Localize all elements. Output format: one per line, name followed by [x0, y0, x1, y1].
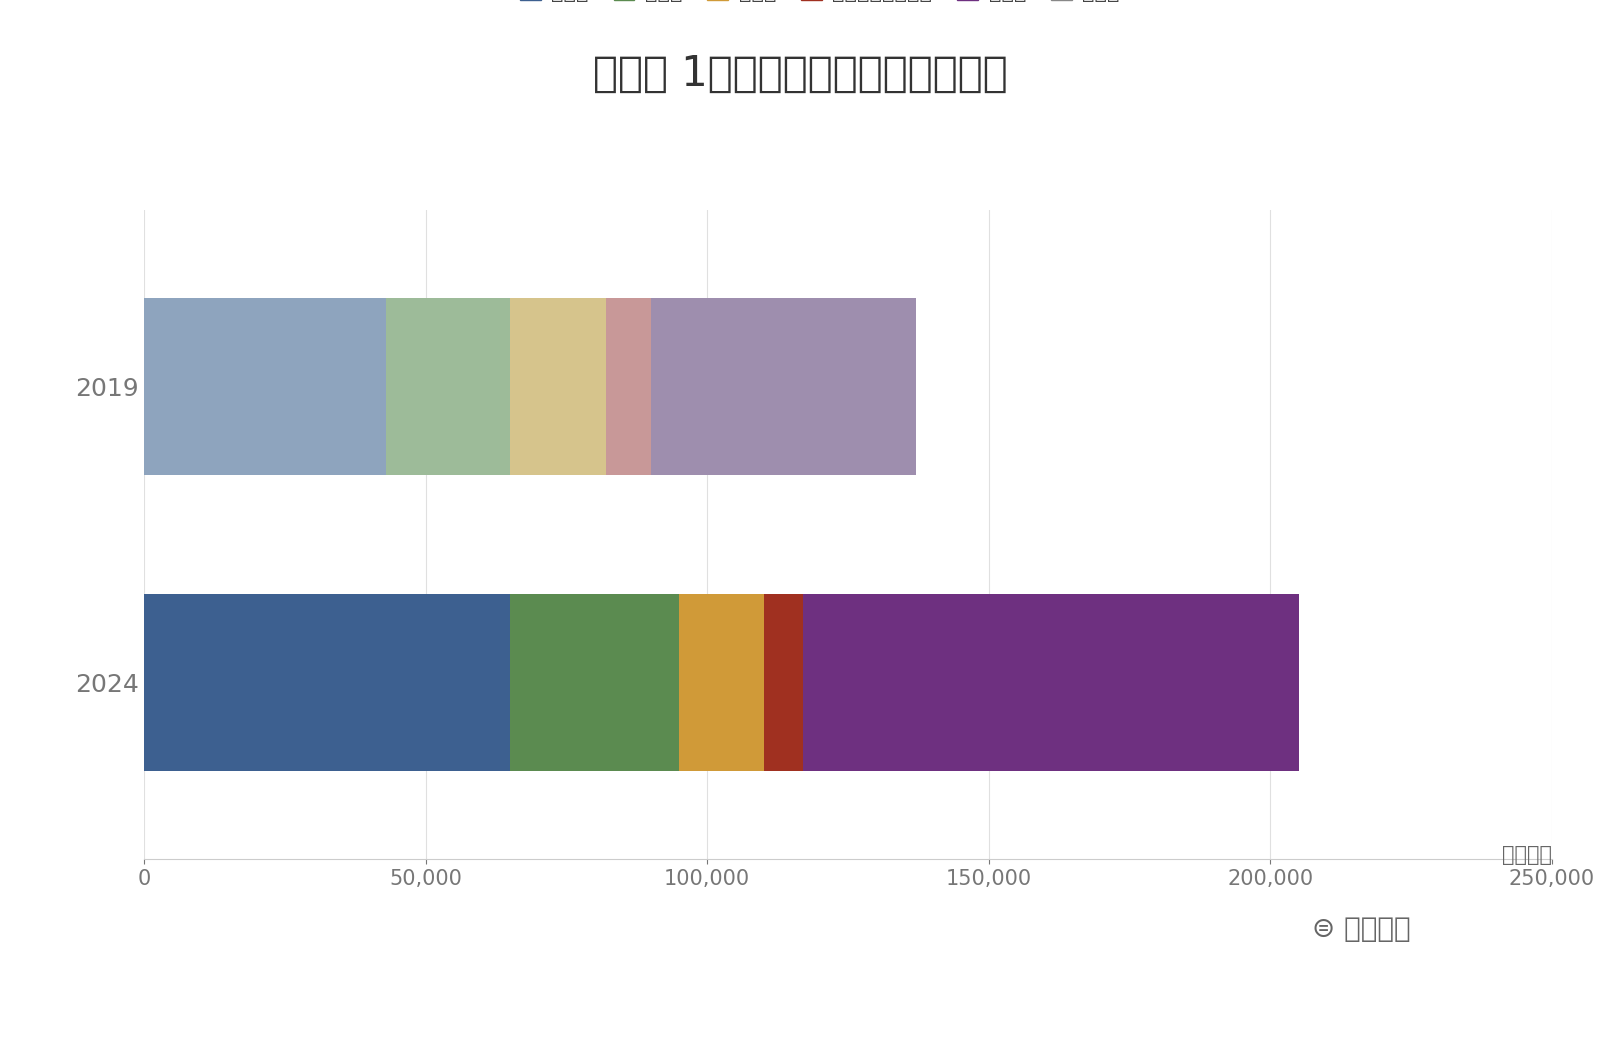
Bar: [144, 593, 510, 770]
Text: ⊜ 訪日ラボ: ⊜ 訪日ラボ: [1312, 915, 1411, 943]
Bar: [763, 593, 803, 770]
Bar: [510, 299, 606, 476]
Bar: [678, 593, 763, 770]
Bar: [386, 299, 510, 476]
Text: （万円）: （万円）: [1502, 846, 1552, 866]
Legend: 宿泊費, 飲食費, 交通費, 娯楽等サービス費, 買物代, その他: 宿泊費, 飲食費, 交通費, 娯楽等サービス費, 買物代, その他: [512, 0, 1128, 10]
Bar: [510, 593, 678, 770]
Bar: [144, 299, 386, 476]
Text: 費目別 1人あたり訪日タイ人消費額: 費目別 1人あたり訪日タイ人消費額: [592, 52, 1008, 94]
Bar: [651, 299, 915, 476]
Bar: [803, 593, 1299, 770]
Bar: [606, 299, 651, 476]
